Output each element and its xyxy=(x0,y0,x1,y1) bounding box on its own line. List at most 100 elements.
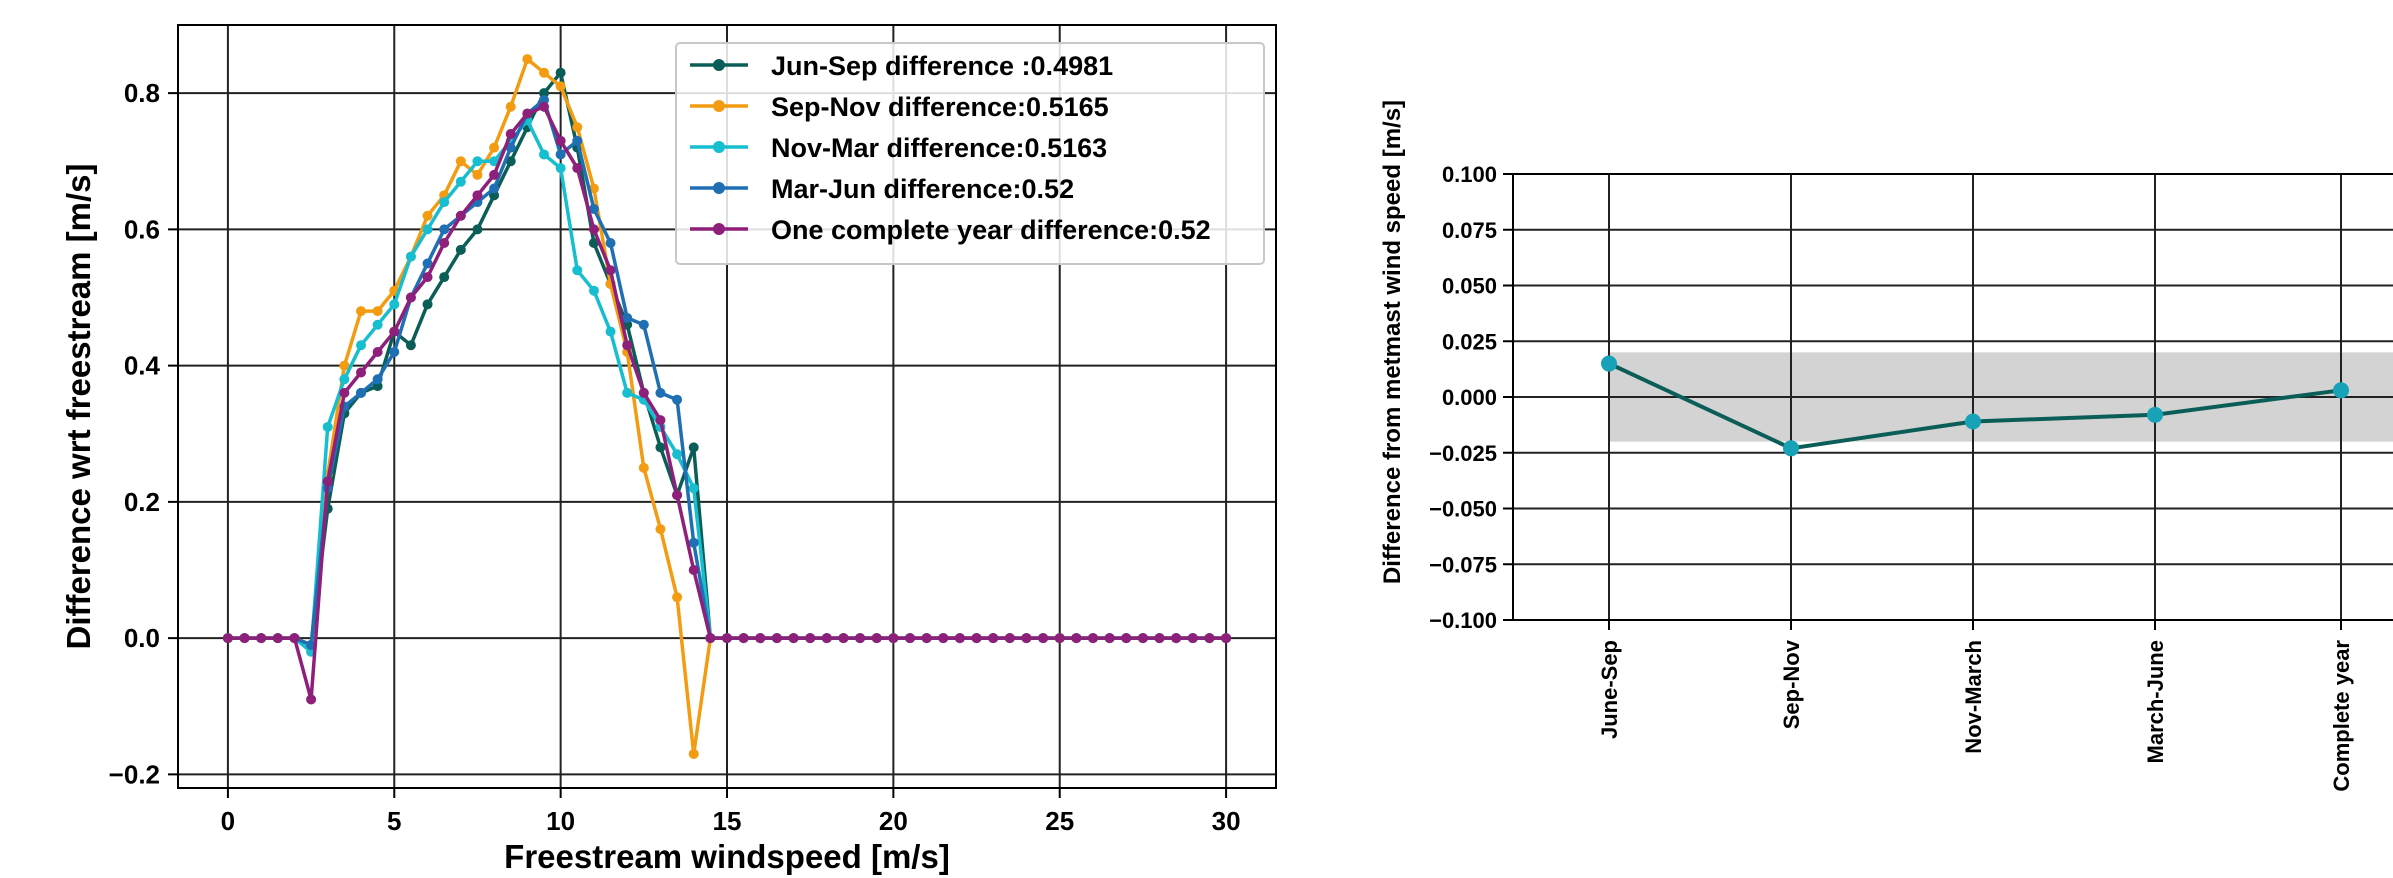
data-point xyxy=(738,633,749,644)
data-point xyxy=(1221,633,1232,644)
data-point xyxy=(405,292,416,303)
left-chart-frame xyxy=(177,24,1277,789)
data-point xyxy=(555,67,566,78)
legend-swatch-marker xyxy=(713,59,725,71)
data-point xyxy=(588,285,599,296)
data-point xyxy=(655,442,666,453)
data-point xyxy=(239,633,250,644)
legend-swatch-marker xyxy=(713,141,725,153)
data-point xyxy=(1204,633,1215,644)
data-point xyxy=(472,169,483,180)
data-point xyxy=(688,748,699,759)
data-point xyxy=(472,190,483,201)
data-point xyxy=(605,326,616,337)
data-point xyxy=(788,633,799,644)
data-point xyxy=(356,367,366,378)
data-point xyxy=(405,251,416,262)
data-point xyxy=(588,238,599,248)
data-point xyxy=(272,633,283,644)
data-point xyxy=(1054,633,1065,644)
data-point xyxy=(505,156,516,167)
data-point xyxy=(322,476,333,487)
x-tick-label: Nov-March xyxy=(1961,640,1986,754)
y-tick-label: 0.100 xyxy=(1442,162,1497,187)
data-point xyxy=(672,592,683,603)
data-point xyxy=(356,387,366,398)
right-chart-frame xyxy=(1512,173,2393,621)
data-point xyxy=(455,244,466,255)
legend-swatch-marker xyxy=(713,100,725,112)
right-chart: 0.100 0.075 0.050 0.025 0.000 −0.025 −0.050 −0.… xyxy=(1379,100,2393,792)
data-point xyxy=(1187,633,1198,644)
data-point xyxy=(871,633,882,644)
data-point xyxy=(372,347,383,357)
data-point xyxy=(588,203,599,214)
legend-label: Mar-Jun difference:0.52 xyxy=(771,174,1074,204)
x-tick-label: Complete year xyxy=(2329,640,2354,792)
data-point xyxy=(555,81,566,92)
data-point xyxy=(1121,633,1132,644)
data-point xyxy=(622,312,633,323)
data-point xyxy=(455,176,466,187)
data-point xyxy=(755,633,766,644)
y-tick-label: 0.050 xyxy=(1442,274,1497,299)
data-point xyxy=(1088,633,1098,644)
data-point xyxy=(954,633,965,644)
right-chart-y-axis-label: Difference from metmast wind speed [m/s] xyxy=(1379,100,1406,584)
y-tick-label: −0.075 xyxy=(1429,552,1497,577)
data-point xyxy=(522,108,533,119)
data-point xyxy=(938,633,949,644)
right-chart-points xyxy=(1601,355,2349,457)
data-point xyxy=(555,163,566,174)
left-chart-series xyxy=(222,54,1232,759)
y-tick-label: −0.100 xyxy=(1429,608,1497,633)
y-tick-label: −0.025 xyxy=(1429,441,1497,466)
left-chart-y-axis-label: Difference wrt freestream [m/s] xyxy=(60,163,97,649)
x-tick-label: 5 xyxy=(387,806,401,836)
data-point xyxy=(555,149,566,160)
data-point xyxy=(339,374,350,385)
legend-swatch-marker xyxy=(713,223,725,235)
legend-box xyxy=(675,42,1265,265)
data-point xyxy=(405,340,416,351)
data-point xyxy=(605,238,616,248)
data-point xyxy=(988,633,999,644)
data-point xyxy=(472,156,483,167)
legend-swatch-marker xyxy=(713,182,725,194)
data-point xyxy=(638,319,649,330)
data-point xyxy=(588,183,599,194)
y-tick-label: 0.000 xyxy=(1442,385,1497,410)
data-point xyxy=(372,374,383,385)
y-tick-label: −0.2 xyxy=(109,759,160,789)
y-tick-label: 0.025 xyxy=(1442,329,1497,354)
data-point xyxy=(372,306,383,317)
legend-label: One complete year difference:0.52 xyxy=(771,215,1211,245)
data-point xyxy=(672,449,683,460)
data-point xyxy=(439,272,450,283)
data-point xyxy=(455,210,466,221)
data-point xyxy=(2147,406,2163,423)
data-point xyxy=(455,156,466,167)
legend-label: Jun-Sep difference :0.4981 xyxy=(771,51,1113,81)
data-point xyxy=(505,129,516,139)
data-point xyxy=(422,224,433,235)
data-point xyxy=(705,633,716,644)
data-point xyxy=(389,347,400,357)
data-point xyxy=(805,633,816,644)
data-point xyxy=(539,101,549,112)
data-point xyxy=(505,101,516,112)
data-point xyxy=(1171,633,1182,644)
data-point xyxy=(572,163,583,174)
x-tick-label: Sep-Nov xyxy=(1779,639,1804,729)
y-tick-label: 0.075 xyxy=(1442,218,1497,243)
data-point xyxy=(1137,633,1148,644)
data-point xyxy=(539,67,549,78)
data-point xyxy=(1601,355,1617,372)
data-point xyxy=(572,135,583,146)
data-point xyxy=(688,565,699,575)
y-tick-label: −0.050 xyxy=(1429,497,1497,522)
x-tick-label: 10 xyxy=(546,806,575,836)
data-point xyxy=(1004,633,1015,644)
data-point xyxy=(655,415,666,426)
data-point xyxy=(1021,633,1032,644)
